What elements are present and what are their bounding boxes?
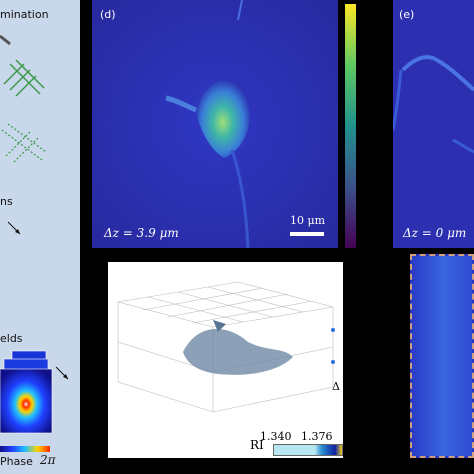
cell-image-d	[92, 0, 338, 248]
scalebar-label: 10 μm	[290, 214, 326, 227]
panel-d-label: (d)	[100, 8, 116, 21]
axis-fragment: Δ	[332, 380, 340, 393]
panel-e-dz: Δz = 0 μm	[403, 226, 467, 240]
ri-label: RI	[250, 438, 264, 452]
ri-min-label: 1.340	[260, 430, 292, 443]
zoom-image	[412, 256, 472, 456]
panel-e-image: (e) Δz = 0 μm	[393, 0, 474, 248]
fields-label: elds	[0, 332, 23, 345]
ri-colorbar	[273, 444, 343, 456]
lens-label: ns	[0, 195, 13, 208]
illumination-label: mination	[0, 8, 49, 21]
scalebar	[290, 232, 324, 236]
panel-e-label: (e)	[399, 8, 415, 21]
panel-d-dz: Δz = 3.9 μm	[104, 226, 179, 240]
ri-max-label: 1.376	[301, 430, 333, 443]
schematic-panel: mination ns elds	[0, 0, 80, 474]
phase-max-label: 2π	[40, 453, 56, 467]
beam-schematic	[0, 34, 47, 163]
3d-render-panel: RI 1.340 1.376	[108, 262, 343, 458]
phase-label: Phase	[0, 455, 33, 468]
phase-stack	[0, 350, 69, 434]
panel-d-image: (d) Δz = 3.9 μm 10 μm	[92, 0, 338, 248]
cell-image-e	[393, 0, 474, 248]
arrow-icon	[7, 221, 21, 235]
zoom-panel	[410, 254, 474, 458]
colorbar	[345, 4, 356, 248]
phase-colorbar	[0, 446, 50, 452]
3d-box	[117, 281, 335, 413]
